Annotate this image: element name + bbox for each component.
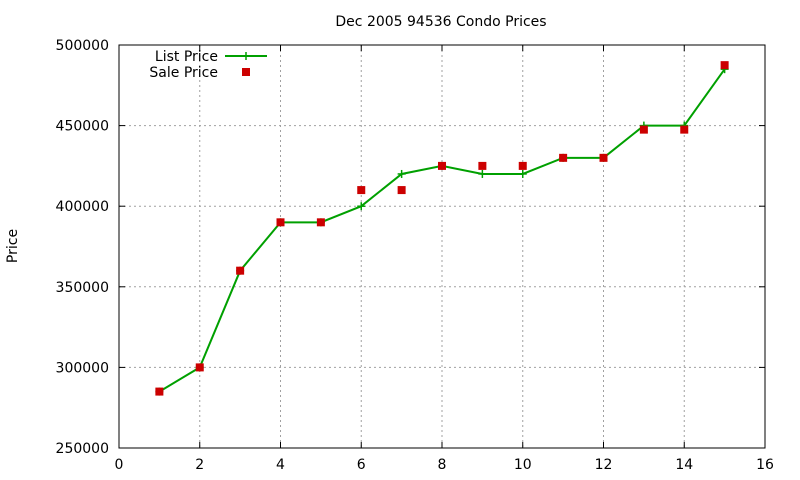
y-tick-label: 350000 [56,280,109,296]
y-tick-label: 450000 [56,119,109,135]
sale-price-point [438,161,446,170]
x-tick-label: 8 [438,457,447,473]
sale-price-point [559,153,568,162]
x-tick-label: 16 [756,457,774,473]
sale-price-point [720,61,729,70]
sale-price-point [599,153,608,162]
x-tick-label: 6 [357,457,366,473]
legend-plus-marker [242,52,250,60]
y-tick-label: 250000 [56,441,109,457]
legend-label: List Price [155,49,218,65]
x-tick-label: 14 [675,457,693,473]
series-layer [155,61,729,396]
sale-price-point [357,186,366,195]
x-tick-label: 10 [514,457,532,473]
list-price-point [397,169,406,178]
y-tick-label: 300000 [56,360,109,376]
list-price-point [518,169,527,178]
y-tick-label: 500000 [56,38,109,54]
sale-price-point [236,266,245,275]
sale-price-point [680,125,689,134]
x-tick-label: 2 [195,457,204,473]
chart-title: Dec 2005 94536 Condo Prices [335,14,546,30]
sale-price-point [518,161,527,170]
sale-price-point [195,363,204,372]
axis-ticks: 0 2 4 6 8 10 12 14 16 250000 300000 350000 400000 450… [56,38,774,473]
y-axis-label: Price [5,229,21,263]
list-price-point [357,202,366,211]
x-tick-label: 0 [115,457,124,473]
x-tick-label: 4 [276,457,285,473]
sale-price-point [639,125,648,134]
legend-square-marker [242,68,250,76]
sale-price-point [316,218,325,227]
legend-label: Sale Price [149,65,218,81]
list-price-point [478,169,487,178]
sale-price-point [478,161,487,170]
grid [119,45,765,448]
sale-price-point [155,387,164,396]
y-tick-label: 400000 [56,199,109,215]
x-tick-label: 12 [595,457,613,473]
series-sale-price [155,61,729,396]
sale-price-point [397,186,406,195]
sale-price-point [276,218,285,227]
